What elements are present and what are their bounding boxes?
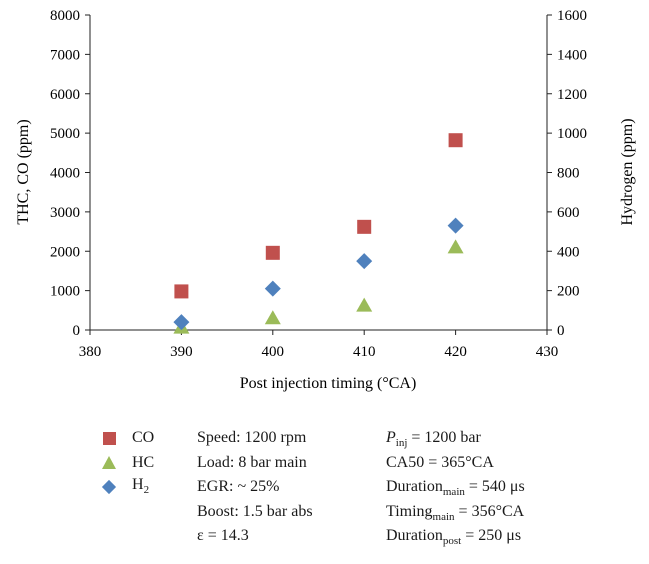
operating-conditions: Speed: 1200 rpm Load: 8 bar main EGR: ~ … [197, 426, 313, 549]
axes [85, 14, 552, 335]
timing-main-text: Timingmain = 356°CA [386, 502, 525, 523]
point-hc [356, 297, 373, 312]
point-co [357, 219, 372, 234]
y-right-tick-label: 200 [557, 284, 580, 300]
y-right-tick-label: 1000 [557, 126, 587, 142]
epsilon-text: ε = 14.3 [197, 527, 249, 544]
y-left-tick-label: 0 [73, 323, 81, 339]
legend-label-co: CO [132, 429, 155, 446]
y-left-tick-label: 4000 [50, 166, 80, 182]
y-right-tick-label: 1400 [557, 47, 587, 63]
y-right-tick-label: 0 [557, 323, 565, 339]
x-axis-label: Post injection timing (°CA) [240, 375, 417, 392]
legend-label-h2: H2 [132, 475, 150, 496]
x-tick-labels: 380 390 400 410 420 430 [79, 344, 559, 360]
egr-text: EGR: ~ 25% [197, 478, 280, 495]
y-right-tick-label: 600 [557, 205, 580, 221]
x-tick-label: 400 [262, 344, 285, 360]
duration-post-text: Durationpost = 250 μs [386, 527, 522, 547]
y-left-axis-label: THC, CO (ppm) [15, 119, 32, 224]
point-co [174, 284, 189, 299]
x-tick-label: 390 [170, 344, 193, 360]
y-right-tick-label: 800 [557, 166, 580, 182]
legend: CO HC H2 [98, 426, 154, 500]
triangle-marker-icon [98, 456, 120, 470]
legend-label-hc: HC [132, 453, 155, 471]
y-right-tick-labels: 0 200 400 600 800 1000 1200 1400 1600 [557, 8, 587, 339]
y-left-tick-label: 3000 [50, 205, 80, 221]
point-h2 [264, 280, 281, 297]
y-left-tick-label: 2000 [50, 244, 80, 260]
point-hc [264, 310, 281, 325]
x-tick-label: 430 [536, 344, 559, 360]
x-tick-label: 410 [353, 344, 376, 360]
y-right-tick-label: 1200 [557, 87, 587, 103]
x-tick-label: 420 [444, 344, 467, 360]
point-hc [447, 239, 464, 254]
point-h2 [173, 314, 190, 331]
y-right-axis-label: Hydrogen (ppm) [619, 118, 636, 225]
point-co [265, 245, 280, 260]
point-h2 [447, 217, 464, 234]
y-left-tick-label: 6000 [50, 87, 80, 103]
diamond-marker-icon [98, 480, 120, 495]
legend-item-co: CO [98, 426, 154, 451]
scatter-chart: 380 390 400 410 420 430 010002000300040005000… [15, 8, 636, 392]
duration-main-text: Durationmain = 540 μs [386, 478, 525, 498]
point-h2 [356, 253, 373, 270]
data-marks [173, 133, 464, 334]
load-text: Load: 8 bar main [197, 453, 307, 471]
y-right-tick-label: 400 [557, 244, 580, 260]
speed-text: Speed: 1200 rpm [197, 429, 307, 446]
legend-item-hc: HC [98, 451, 154, 476]
y-left-tick-label: 1000 [50, 284, 80, 300]
legend-item-h2: H2 [98, 475, 154, 500]
y-left-tick-label: 8000 [50, 8, 80, 24]
point-co [448, 133, 463, 148]
square-marker-icon [98, 431, 120, 445]
injection-parameters: Pinj = 1200 bar CA50 = 365°CA Durationma… [386, 426, 525, 549]
boost-text: Boost: 1.5 bar abs [197, 502, 313, 520]
pinj-text: Pinj = 1200 bar [386, 429, 481, 449]
y-left-tick-label: 7000 [50, 47, 80, 63]
y-right-tick-label: 1600 [557, 8, 587, 24]
ca50-text: CA50 = 365°CA [386, 453, 494, 471]
x-tick-label: 380 [79, 344, 102, 360]
y-left-tick-label: 5000 [50, 126, 80, 142]
y-left-tick-labels: 0 1000 2000 3000 4000 5000 6000 7000 8000 [50, 8, 80, 339]
